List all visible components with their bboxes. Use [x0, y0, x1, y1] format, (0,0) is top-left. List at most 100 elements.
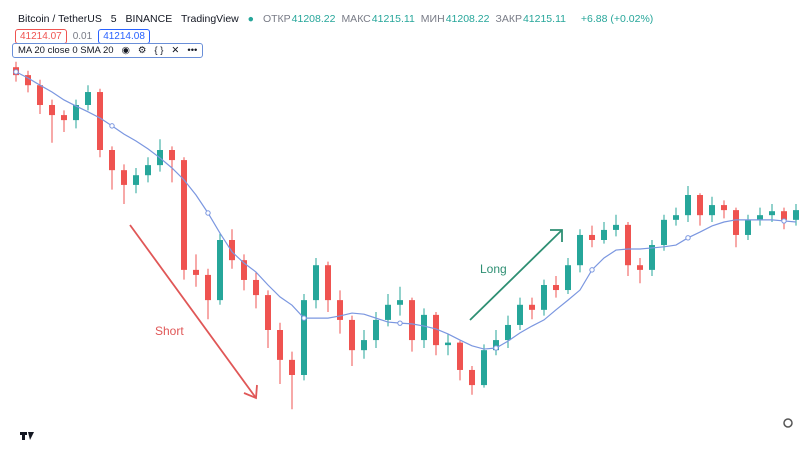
stat-value: 41208.22 — [291, 13, 336, 25]
candle-body — [97, 92, 103, 150]
candle-body — [73, 105, 79, 121]
indicator-legend: MA 20 close 0 SMA 20 ◉ ⚙ { } ✕ ••• — [12, 43, 204, 58]
more-icon[interactable]: ••• — [187, 45, 198, 56]
candle-body — [565, 265, 571, 291]
candle-body — [517, 304, 523, 325]
candle-body — [637, 265, 643, 270]
spread: 0.01 — [72, 31, 93, 42]
stat-label: ОТКР — [262, 13, 291, 25]
ma-point — [493, 345, 499, 351]
candle-body — [529, 304, 535, 310]
candle-body — [253, 279, 259, 296]
candle-body — [397, 300, 403, 305]
candle-body — [409, 300, 415, 341]
candle-body — [769, 211, 775, 216]
stat-value: 41215.11 — [371, 13, 415, 25]
bid-price[interactable]: 41214.07 — [15, 29, 67, 44]
ask-price[interactable]: 41214.08 — [98, 29, 150, 44]
candle-body — [181, 160, 187, 270]
settings-icon[interactable]: ⚙ — [137, 45, 147, 56]
change: +6.88 (+0.02%) — [580, 13, 654, 25]
candle-body — [385, 304, 391, 320]
stat-value: 41215.11 — [522, 13, 566, 25]
stat-label: МИН — [420, 13, 445, 25]
ma-point — [13, 69, 19, 75]
candle-body — [673, 215, 679, 220]
candle-body — [25, 75, 31, 86]
candle-body — [481, 350, 487, 386]
ma-point — [589, 267, 595, 273]
candle-body — [589, 234, 595, 240]
annotation: Short — [155, 324, 184, 338]
source-icon[interactable]: { } — [154, 45, 164, 56]
candle-body — [493, 340, 499, 351]
interval: 5 — [110, 13, 117, 25]
exchange: BINANCE — [125, 13, 173, 25]
candle-body — [277, 330, 283, 360]
candle-body — [721, 205, 727, 211]
candle-body — [781, 211, 787, 220]
candle-body — [661, 219, 667, 246]
candle-body — [373, 319, 379, 341]
close-icon[interactable]: ✕ — [171, 45, 180, 56]
ma-point — [205, 210, 211, 216]
candle-body — [289, 359, 295, 375]
candle-body — [313, 265, 319, 301]
ohlc-stats: ОТКР41208.22 МАКС41215.11 МИН41208.22 ЗАКР4… — [263, 13, 572, 25]
candle-body — [541, 285, 547, 310]
status-dot: ● — [247, 13, 255, 25]
symbol-header: Bitcoin / TetherUS 5 BINANCE TradingView… — [18, 13, 659, 25]
candle-body — [217, 240, 223, 301]
candle-body — [337, 300, 343, 320]
ma-point — [397, 320, 403, 326]
ma-point — [301, 315, 307, 321]
symbol: Bitcoin / TetherUS — [18, 13, 102, 25]
candle-body — [745, 219, 751, 235]
candle-body — [325, 265, 331, 301]
candle-body — [85, 92, 91, 105]
ma-point — [109, 123, 115, 129]
price-boxes: 41214.07 0.01 41214.08 — [15, 29, 150, 44]
candle-body — [577, 234, 583, 266]
candle-body — [457, 342, 463, 370]
candle-body — [733, 210, 739, 235]
indicator-name: MA 20 close 0 SMA 20 — [18, 45, 114, 56]
annotation: Long — [480, 262, 507, 276]
candle-body — [37, 85, 43, 105]
candle-body — [649, 245, 655, 270]
candle-body — [601, 229, 607, 240]
tv-logo — [20, 432, 34, 440]
candle-body — [421, 314, 427, 341]
candle-body — [121, 170, 127, 185]
candle-body — [445, 342, 451, 346]
candle-body — [241, 260, 247, 280]
candle-body — [109, 150, 115, 171]
stat-value: 41208.22 — [445, 13, 490, 25]
candle-body — [145, 165, 151, 176]
candle-body — [349, 319, 355, 351]
short-arrow — [129, 224, 257, 399]
candle-body — [361, 340, 367, 351]
long-arrowhead — [550, 229, 563, 242]
source: TradingView — [180, 13, 239, 25]
candle-body — [553, 285, 559, 291]
candle-body — [301, 300, 307, 375]
moving-average — [15, 71, 797, 350]
settings-icon[interactable] — [783, 418, 793, 428]
candle-body — [49, 105, 55, 116]
candle-body — [229, 240, 235, 261]
short-arrowhead — [243, 384, 258, 400]
stat-label: МАКС — [341, 13, 371, 25]
candle-body — [625, 224, 631, 266]
candle-body — [469, 369, 475, 386]
ma-point — [685, 235, 691, 241]
eye-icon[interactable]: ◉ — [121, 45, 130, 56]
long-arrow — [469, 229, 563, 321]
candle-body — [505, 324, 511, 341]
candle-body — [613, 224, 619, 230]
candle-body — [205, 274, 211, 301]
candle-body — [709, 205, 715, 216]
candle-body — [697, 195, 703, 216]
